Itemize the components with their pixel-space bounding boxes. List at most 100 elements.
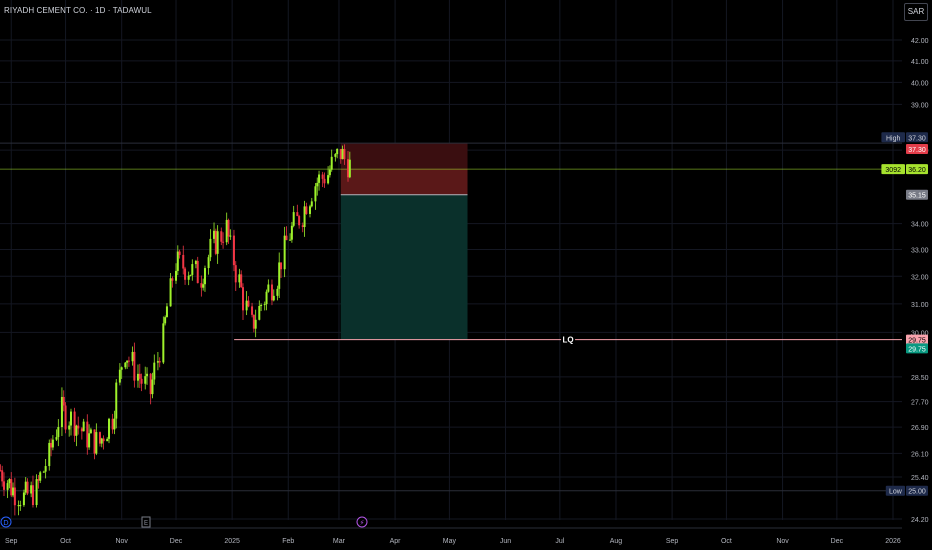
candle-body: [51, 439, 54, 448]
candle-body: [216, 231, 219, 254]
candle-body: [296, 212, 299, 217]
candle-body: [292, 212, 295, 226]
time-tick-label: 2026: [885, 538, 901, 545]
lq-label[interactable]: LQ: [563, 336, 574, 345]
candle-body: [222, 241, 225, 243]
candle-body: [209, 238, 212, 258]
price-tick-label: 26.90: [911, 425, 929, 432]
time-tick-label: Sep: [5, 538, 18, 545]
candle-body: [30, 485, 33, 494]
candle-body: [26, 481, 29, 494]
time-tick-label: Dec: [831, 538, 844, 545]
time-tick-label: Sep: [666, 538, 679, 545]
short-position-tool[interactable]: [340, 143, 468, 340]
candle-body: [234, 265, 237, 283]
candle-body: [327, 175, 330, 184]
candle-body: [144, 376, 147, 384]
candle-body: [182, 254, 185, 269]
candle-body: [285, 235, 288, 241]
candle-body: [214, 230, 217, 254]
earnings-icon[interactable]: E: [141, 516, 151, 528]
candle-body: [164, 317, 167, 324]
candle-body: [149, 373, 152, 395]
candle-body: [131, 351, 134, 362]
candle-body: [102, 438, 105, 442]
candle-body: [207, 257, 210, 269]
candle-body: [254, 319, 257, 329]
candle-body: [0, 470, 2, 472]
candle-body: [37, 479, 40, 481]
price-tick-label: 41.00: [911, 59, 929, 66]
candle-body: [10, 479, 13, 496]
price-tick-label: 40.00: [911, 80, 929, 87]
position-badge: 35.15: [908, 193, 926, 200]
candle-body: [62, 396, 65, 406]
candle-body: [35, 479, 38, 506]
price-tick-label: 42.00: [911, 38, 929, 45]
candle-body: [136, 373, 139, 381]
stop-loss-zone-active[interactable]: [340, 169, 468, 195]
current-price-badge: 36.20: [908, 167, 926, 174]
candle-body: [241, 287, 244, 311]
horizontal-lines[interactable]: LQ: [0, 142, 902, 492]
lightning-icon[interactable]: ⚡: [356, 516, 368, 528]
candle-body: [280, 262, 283, 270]
stop-loss-zone[interactable]: [340, 143, 468, 170]
candle-body: [341, 148, 344, 160]
candle-body: [68, 425, 71, 430]
price-tick-label: 34.00: [911, 222, 929, 229]
candle-body: [106, 438, 109, 442]
time-tick-label: Jun: [500, 538, 511, 545]
candle-body: [247, 300, 250, 307]
candle-body: [191, 264, 194, 275]
candle-body: [165, 306, 168, 318]
candle-body: [316, 182, 319, 187]
take-profit-zone[interactable]: [340, 194, 468, 340]
candle-body: [39, 472, 42, 481]
time-tick-label: Feb: [282, 538, 294, 545]
candle-body: [24, 481, 27, 493]
candle-body: [220, 231, 223, 242]
candle-body: [22, 492, 25, 506]
candle-body: [88, 433, 91, 448]
low-badge-tag-bg: [885, 485, 905, 496]
candle-body: [308, 206, 311, 214]
candle-body: [225, 219, 228, 243]
candle-body: [310, 201, 313, 207]
price-tick-label: 25.40: [911, 475, 929, 482]
candle-body: [330, 156, 333, 170]
current-price-badge-tag: 3092: [885, 167, 901, 174]
event-markers[interactable]: D E ⚡: [0, 516, 368, 528]
high-badge: 37.30: [908, 135, 926, 142]
candle-body: [113, 418, 116, 430]
candle-body: [120, 367, 123, 370]
candle-body: [213, 230, 216, 239]
current-price-badge-tag-bg: [881, 164, 905, 175]
candle-body: [184, 268, 187, 280]
candle-body: [19, 505, 22, 507]
candle-body: [44, 466, 47, 472]
candle-body: [115, 382, 118, 419]
dividend-icon[interactable]: D: [0, 516, 12, 528]
candle-body: [339, 148, 342, 160]
high-badge-tag: High: [886, 135, 901, 142]
candle-body: [95, 432, 98, 454]
price-tick-label: 28.50: [911, 375, 929, 382]
price-tick-label: 33.00: [911, 248, 929, 255]
candle-body: [133, 351, 136, 381]
candle-body: [272, 295, 275, 301]
price-axis[interactable]: 42.0041.0040.0039.0037.0034.0033.0032.00…: [911, 38, 929, 524]
candle-body: [153, 362, 156, 380]
candle-body: [171, 278, 174, 281]
candle-body: [189, 274, 192, 276]
time-axis[interactable]: Sep Oct Nov Dec 2025 Feb Mar Apr May Jun Jul Aug Sep…: [0, 527, 902, 545]
currency-button[interactable]: SAR: [904, 3, 928, 21]
candle-body: [77, 425, 80, 429]
candle-body: [303, 206, 306, 228]
candlestick-series: [0, 144, 351, 516]
candle-body: [276, 288, 279, 296]
lq-badge-bg: [906, 334, 928, 345]
symbol-title[interactable]: RIYADH CEMENT CO. · 1D · TADAWUL: [4, 6, 152, 15]
